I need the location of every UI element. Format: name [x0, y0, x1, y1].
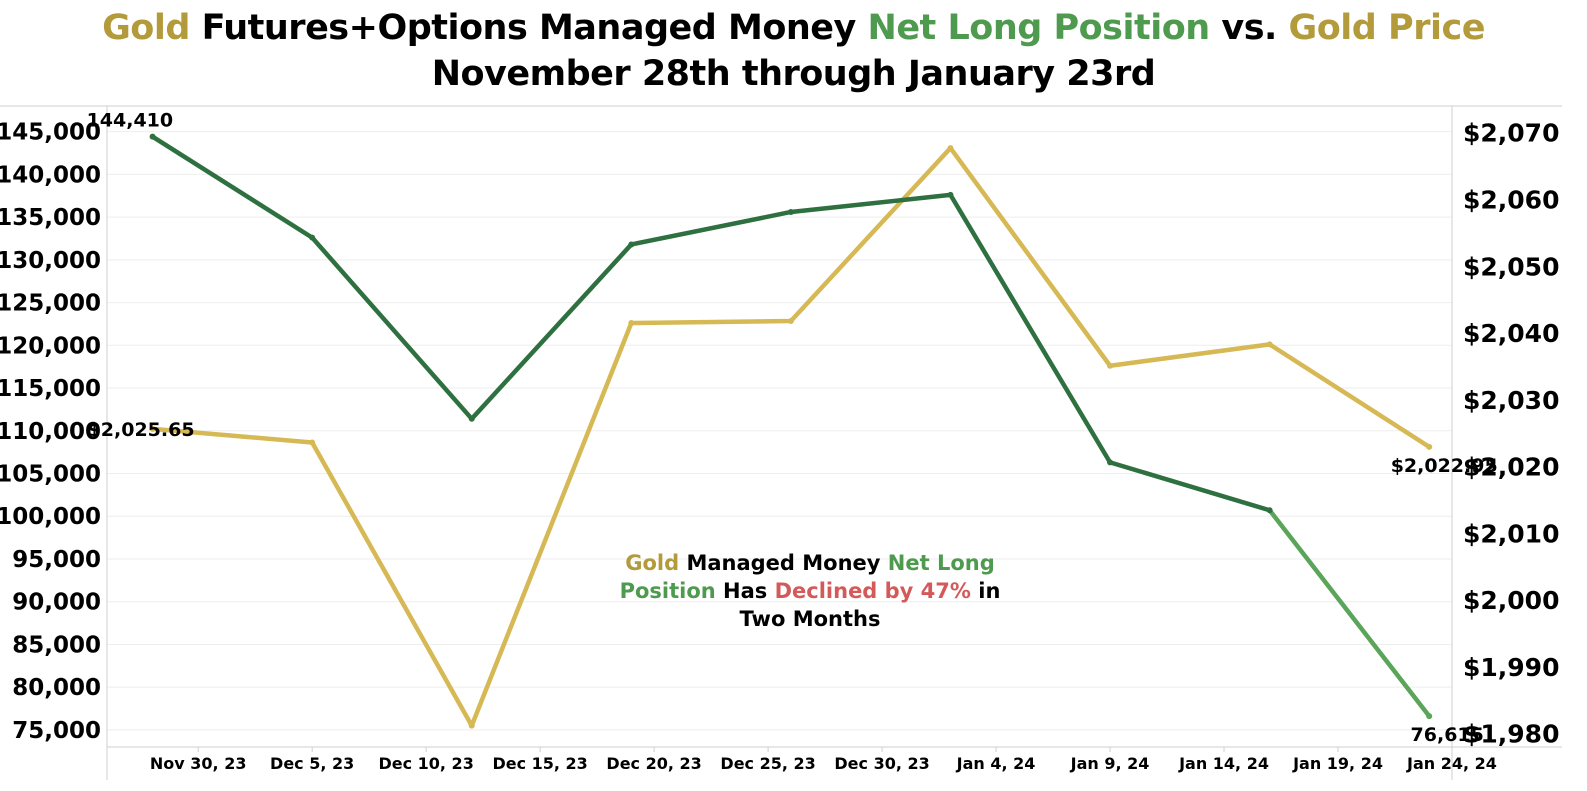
point-gold-price — [1426, 443, 1433, 450]
annotation-managed-money: Managed Money — [686, 551, 881, 575]
label-gold-price-start: $2,025.65 — [88, 419, 195, 441]
annotation-has: Has — [723, 579, 768, 603]
x-tick-label: Dec 10, 23 — [378, 754, 473, 773]
y-right-tick-label: $2,060 — [1463, 185, 1559, 214]
y-left-tick-label: 110,000 — [0, 419, 101, 445]
point-net-long — [628, 241, 635, 248]
y-left-tick-label: 75,000 — [12, 718, 101, 744]
y-right-tick-label: $1,980 — [1463, 720, 1559, 749]
chart-title-line1: Gold Futures+Options Managed Money Net L… — [0, 8, 1587, 48]
series-net-long-line — [150, 134, 1272, 513]
point-gold-price — [1107, 362, 1114, 369]
point-net-long — [149, 133, 156, 140]
y-right-tick-label: $2,010 — [1463, 519, 1559, 548]
series-net-long-last-segment — [1267, 508, 1432, 719]
y-left-tick-label: 115,000 — [0, 376, 101, 402]
point-net-long — [309, 234, 316, 241]
x-tick-label: Jan 19, 24 — [1292, 754, 1383, 773]
x-tick-label: Dec 30, 23 — [834, 754, 929, 773]
point-gold-price — [787, 318, 794, 325]
point-net-long — [1107, 459, 1114, 466]
annotation-net-long: Net Long Position — [619, 551, 995, 603]
x-tick-label: Jan 24, 24 — [1406, 754, 1497, 773]
chart-annotation: Gold Managed Money Net Long Position Has… — [600, 549, 1020, 633]
point-gold-price — [947, 145, 954, 152]
y-left-tick-label: 105,000 — [0, 462, 101, 488]
y-right-tick-label: $2,020 — [1463, 453, 1559, 482]
annotation-two-months: in Two Months — [739, 579, 1001, 631]
title-gold-price-text: Gold Price — [1288, 8, 1486, 48]
x-tick-label: Jan 9, 24 — [1070, 754, 1150, 773]
x-tick-label: Nov 30, 23 — [150, 754, 247, 773]
label-net-long-end: 76,615 — [1411, 724, 1484, 746]
point-net-long — [947, 191, 954, 198]
series-gold-price-line — [150, 145, 1432, 728]
grid-lines — [107, 131, 1452, 731]
y-right-tick-label: $2,030 — [1463, 386, 1559, 415]
x-tick-label: Dec 25, 23 — [720, 754, 815, 773]
y-left-tick-label: 145,000 — [0, 120, 101, 146]
y-left-tick-label: 125,000 — [0, 291, 101, 317]
title-futures-text: Futures+Options Managed Money — [201, 8, 857, 48]
y-left-tick-label: 120,000 — [0, 333, 101, 359]
x-tick-label: Jan 14, 24 — [1178, 754, 1269, 773]
axes: 75,000 80,000 85,000 90,000 95,000 100,000 105… — [0, 105, 1562, 780]
y-right-tick-label: $2,040 — [1463, 319, 1559, 348]
label-gold-price-end: $2,022.95 — [1391, 455, 1498, 477]
title-net-long-text: Net Long Position — [867, 8, 1211, 48]
annotation-declined: Declined by 47% — [774, 579, 971, 603]
chart-title-line2: November 28th through January 23rd — [431, 54, 1156, 94]
title-vs-text: vs. — [1221, 8, 1277, 48]
y-right-tick-label: $2,000 — [1463, 586, 1559, 615]
point-gold-price — [468, 722, 475, 729]
point-gold-price — [149, 425, 156, 432]
x-tick-label: Dec 20, 23 — [606, 754, 701, 773]
y-left-tick-label: 130,000 — [0, 248, 101, 274]
y-right-tick-label: $2,050 — [1463, 252, 1559, 281]
y-left-tick-label: 100,000 — [0, 504, 101, 530]
y-right-tick-label: $2,070 — [1463, 119, 1559, 148]
x-tick-label: Dec 5, 23 — [270, 754, 354, 773]
point-gold-price — [309, 439, 316, 446]
y-left-tick-label: 85,000 — [12, 632, 101, 658]
y-left-tick-label: 140,000 — [0, 162, 101, 188]
annotation-gold: Gold — [625, 551, 680, 575]
point-gold-price — [628, 320, 635, 327]
y-left-tick-label: 135,000 — [0, 205, 101, 231]
x-tick-label: Dec 15, 23 — [492, 754, 587, 773]
y-left-tick-label: 90,000 — [12, 590, 101, 616]
point-gold-price — [1266, 341, 1273, 348]
label-net-long-start: 144,410 — [87, 110, 174, 132]
y-right-tick-label: $1,990 — [1463, 653, 1559, 682]
point-net-long — [1266, 507, 1273, 514]
point-net-long — [468, 415, 475, 422]
data-labels: 144,410 76,615 $2,025.65 $2,022.95 — [87, 110, 1498, 746]
point-net-long — [787, 208, 794, 215]
y-left-tick-label: 95,000 — [12, 547, 101, 573]
title-gold-word: Gold — [102, 8, 190, 48]
series-lines — [149, 133, 1433, 729]
x-tick-label: Jan 4, 24 — [956, 754, 1036, 773]
y-left-tick-label: 80,000 — [12, 675, 101, 701]
point-net-long — [1426, 713, 1433, 720]
